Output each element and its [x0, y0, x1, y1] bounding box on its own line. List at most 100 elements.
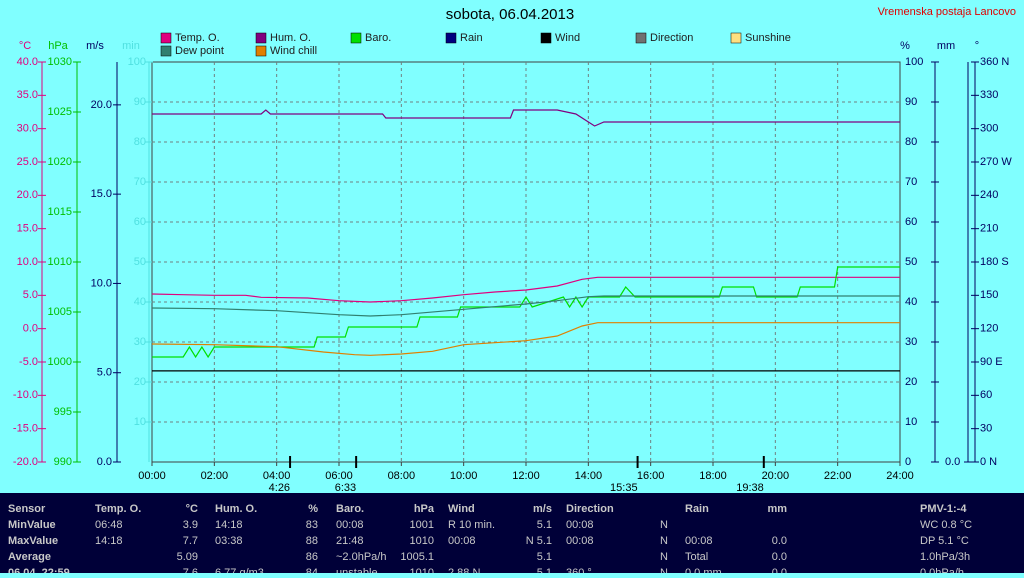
table-cell: 00:08	[566, 519, 594, 531]
table-cell: Average	[8, 551, 51, 563]
table-cell: 0.0hPa/h	[920, 567, 964, 573]
table-cell: mm	[767, 503, 787, 515]
x-tick-label: 00:00	[138, 470, 166, 482]
table-cell: 14:18	[95, 535, 123, 547]
legend-label: Rain	[460, 32, 483, 44]
y-tick-label: 30.0	[17, 123, 38, 135]
legend-label: Wind	[555, 32, 580, 44]
table-cell: 5.1	[537, 551, 552, 563]
table-cell: Baro.	[336, 503, 364, 515]
y-tick-label: 5.0	[97, 367, 112, 379]
table-cell: Temp. O.	[95, 503, 141, 515]
y-tick-label: 90	[905, 96, 917, 108]
y-tick-label: 60	[134, 216, 146, 228]
table-cell: 00:08	[685, 535, 713, 547]
table-cell: 3.9	[183, 519, 198, 531]
legend-swatch	[540, 32, 552, 44]
table-cell: 14:18	[215, 519, 243, 531]
axis-unit: mm	[937, 40, 955, 52]
legend-label: Sunshine	[745, 32, 791, 44]
table-cell: R 10 min.	[448, 519, 495, 531]
legend-swatch	[160, 32, 172, 44]
y-tick-label: 20	[134, 376, 146, 388]
table-cell: 5.1	[537, 567, 552, 573]
y-tick-label: 995	[54, 406, 72, 418]
legend-label: Direction	[650, 32, 693, 44]
y-tick-label: 90 E	[980, 356, 1003, 368]
y-tick-label: 40.0	[17, 56, 38, 68]
legend-swatch	[445, 32, 457, 44]
x-tick-label: 20:00	[762, 470, 790, 482]
table-cell: 7.6	[183, 567, 198, 573]
table-cell: Rain	[685, 503, 709, 515]
table-cell: 00:08	[448, 535, 476, 547]
table: Sensor Temp. O. °C Hum. O.% Baro. hPa Wind m/s D…	[8, 503, 972, 578]
axis-unit: hPa	[48, 40, 68, 52]
y-tick-label: -5.0	[19, 356, 38, 368]
y-tick-label: 30	[905, 336, 917, 348]
table-background	[0, 493, 1024, 573]
y-tick-label: 330	[980, 89, 998, 101]
legend-label: Baro.	[365, 32, 391, 44]
table-cell: Total	[685, 551, 708, 563]
x-tick-label: 10:00	[450, 470, 478, 482]
legend-label: Dew point	[175, 45, 224, 57]
y-tick-label: 20	[905, 376, 917, 388]
series-line	[151, 322, 900, 356]
table-cell: DP 5.1 °C	[920, 535, 969, 547]
table-cell: 88	[306, 535, 318, 547]
table-cell: 06.04. 22:59	[8, 567, 70, 573]
y-tick-label: 0.0	[97, 456, 112, 468]
y-tick-label: 150	[980, 289, 998, 301]
y-tick-label: 10	[905, 416, 917, 428]
table-cell: 5.09	[177, 551, 198, 563]
table-cell: 1010	[410, 567, 434, 573]
y-tick-label: 0.0	[945, 456, 960, 468]
table-cell: 1.0hPa/3h	[920, 551, 970, 563]
table-cell: 03:38	[215, 535, 243, 547]
y-tick-label: 1005	[48, 306, 72, 318]
table-cell: hPa	[414, 503, 435, 515]
y-tick-label: 300	[980, 123, 998, 135]
table-cell: MaxValue	[8, 535, 58, 547]
y-tick-label: 30	[134, 336, 146, 348]
y-tick-label: 5.0	[23, 289, 38, 301]
y-tick-label: 990	[54, 456, 72, 468]
y-tick-label: 1000	[48, 356, 72, 368]
y-tick-label: 1010	[48, 256, 72, 268]
table-cell: 2.88 N	[448, 567, 480, 573]
y-tick-label: 10.0	[91, 277, 112, 289]
y-tick-label: 15.0	[17, 223, 38, 235]
legend-label: Temp. O.	[175, 32, 220, 44]
y-tick-label: 270 W	[980, 156, 1012, 168]
legend-label: Wind chill	[270, 45, 317, 57]
chart-title: sobota, 06.04.2013	[446, 6, 574, 23]
table-cell: ~2.0hPa/h	[336, 551, 386, 563]
table-cell: 83	[306, 519, 318, 531]
legend-swatch	[730, 32, 742, 44]
table-cell: 21:48	[336, 535, 364, 547]
y-tick-label: -10.0	[13, 389, 38, 401]
x-tick-label: 06:00	[325, 470, 353, 482]
station-name: Vremenska postaja Lancovo	[878, 6, 1016, 18]
y-tick-label: 240	[980, 189, 998, 201]
table-cell: N 5.1	[526, 535, 552, 547]
annotation-label: 6:33	[335, 482, 356, 494]
table-cell: 84	[306, 567, 318, 573]
legend-label: Hum. O.	[270, 32, 311, 44]
table-cell: Wind	[448, 503, 475, 515]
table-cell: 6.77 g/m3	[215, 567, 264, 573]
table-cell: 06:48	[95, 519, 123, 531]
x-tick-label: 22:00	[824, 470, 852, 482]
y-tick-label: -20.0	[13, 456, 38, 468]
y-tick-label: 10.0	[17, 256, 38, 268]
y-tick-label: 50	[905, 256, 917, 268]
y-tick-label: 15.0	[91, 188, 112, 200]
y-tick-label: 100	[905, 56, 923, 68]
y-tick-label: 10	[134, 416, 146, 428]
table-cell: m/s	[533, 503, 552, 515]
y-tick-label: 50	[134, 256, 146, 268]
table-cell: 0.0 mm	[685, 567, 722, 573]
